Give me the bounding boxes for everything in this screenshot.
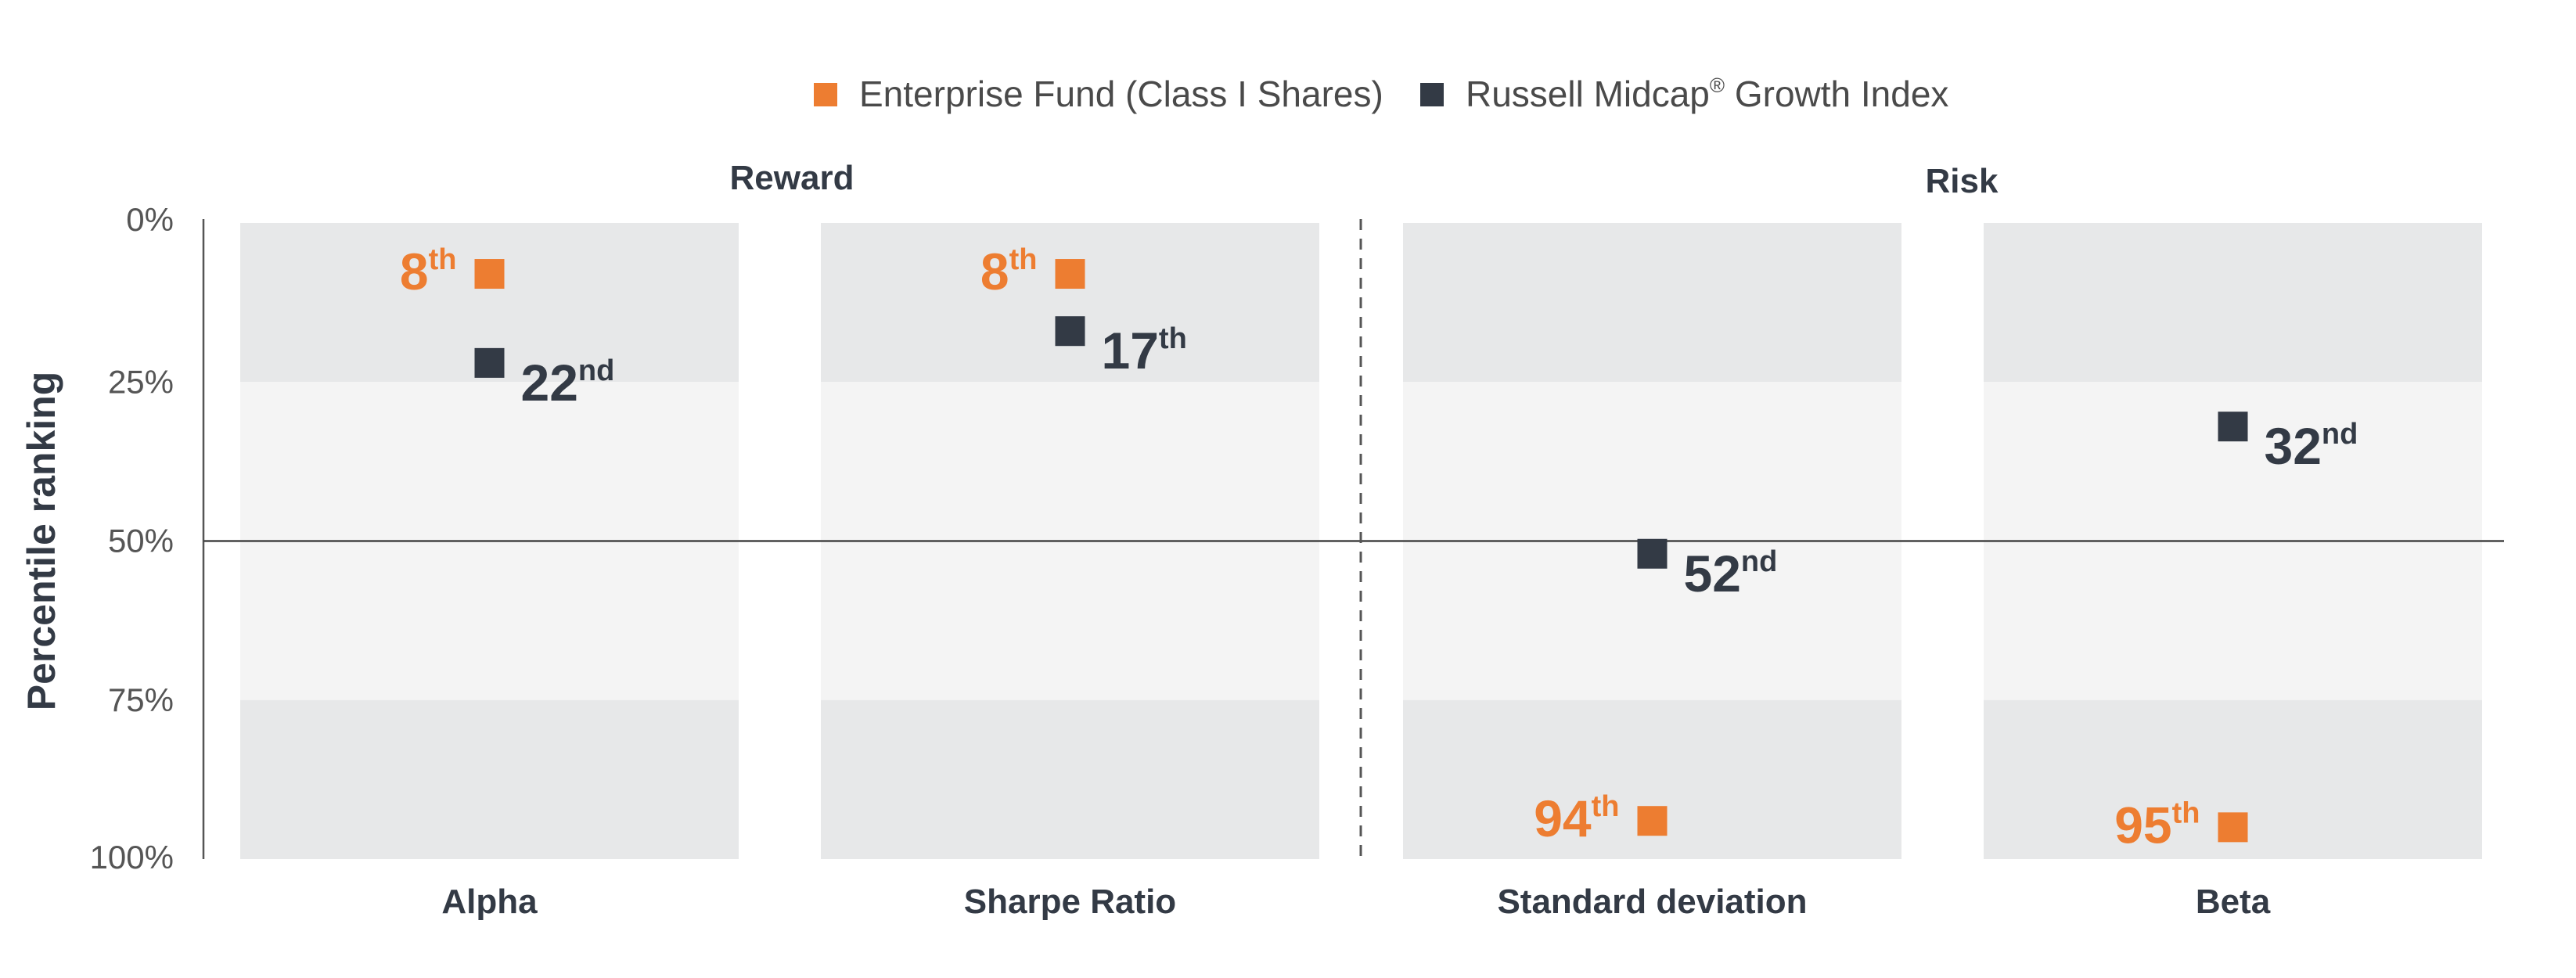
marker-fund	[1637, 806, 1668, 836]
category-label: Sharpe Ratio	[964, 883, 1176, 921]
y-tick-label: 0%	[126, 201, 174, 238]
marker-index	[474, 347, 505, 378]
marker-fund	[1055, 259, 1085, 289]
marker-index	[1637, 538, 1668, 569]
y-tick-label: 50%	[108, 523, 174, 559]
y-tick-label: 100%	[90, 839, 174, 876]
data-markers: 8th 8th 94th 95th 22nd 17th 52nd 32nd	[400, 243, 2358, 854]
category-label: Alpha	[441, 883, 538, 921]
category-labels: Alpha Sharpe Ratio Standard deviation Beta	[441, 883, 2270, 921]
group-title-risk: Risk	[1926, 162, 1999, 200]
legend-label-index: Russell Midcap® Growth Index	[1466, 74, 1948, 114]
band-bottom-quartile	[821, 699, 1319, 859]
marker-index	[1055, 316, 1085, 347]
band-top-quartile	[1984, 223, 2482, 383]
group-title-reward: Reward	[730, 159, 854, 197]
group-titles: Reward Risk	[730, 159, 1999, 200]
marker-fund	[2218, 812, 2248, 843]
y-tick-label: 75%	[108, 681, 174, 718]
value-label-index: 22nd	[521, 354, 615, 412]
category-label: Beta	[2196, 883, 2271, 921]
value-label-fund: 8th	[400, 243, 457, 300]
category-label: Standard deviation	[1497, 883, 1807, 921]
legend-marker-index	[1420, 83, 1444, 106]
legend: Enterprise Fund (Class I Shares) Russell …	[814, 74, 1948, 114]
band-bottom-quartile	[240, 699, 739, 859]
value-label-index: 32nd	[2265, 417, 2358, 475]
value-label-fund: 8th	[980, 243, 1038, 300]
value-label-index: 17th	[1102, 322, 1187, 379]
legend-marker-fund	[814, 83, 837, 106]
marker-fund	[474, 259, 505, 289]
band-top-quartile	[1403, 223, 1901, 383]
value-label-index: 52nd	[1684, 545, 1778, 602]
value-label-fund: 95th	[2114, 796, 2200, 854]
y-tick-label: 25%	[108, 363, 174, 400]
y-axis-title: Percentile ranking	[20, 372, 63, 711]
axes: 0% 25% 50% 75% 100% Percentile ranking	[20, 201, 2504, 876]
band-top-quartile	[821, 223, 1319, 383]
value-label-fund: 94th	[1534, 789, 1619, 847]
marker-index	[2218, 412, 2248, 442]
legend-label-fund: Enterprise Fund (Class I Shares)	[859, 74, 1383, 114]
